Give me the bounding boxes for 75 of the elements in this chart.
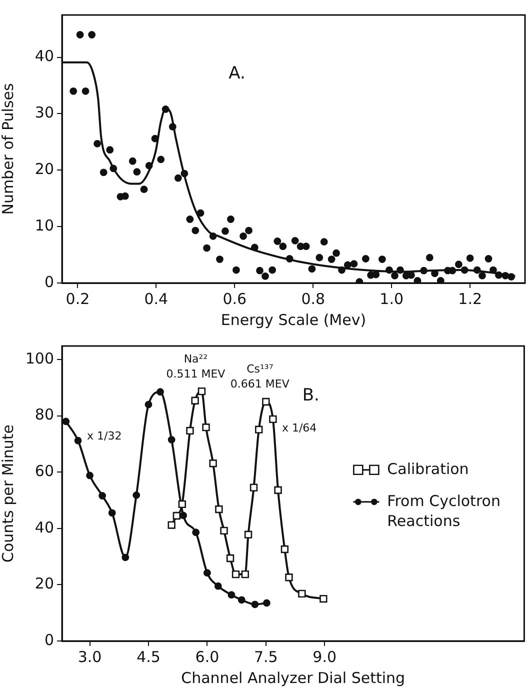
- y-tick-label: 0: [44, 272, 54, 291]
- point: [226, 554, 234, 562]
- x-axis-title: Channel Analyzer Dial Setting: [181, 668, 406, 687]
- y-tick-label: 40: [34, 518, 54, 536]
- point: [108, 509, 116, 517]
- point: [209, 460, 217, 468]
- y-tick-label: 30: [34, 104, 54, 122]
- point: [320, 594, 328, 603]
- point: [86, 472, 94, 480]
- point: [251, 600, 259, 608]
- point: [269, 415, 277, 424]
- point: [250, 484, 258, 492]
- annotation: B.: [302, 386, 320, 406]
- point: [156, 388, 164, 396]
- point: [255, 426, 263, 434]
- point: [215, 505, 223, 514]
- point: [228, 591, 236, 599]
- legend-label: From Cyclotron Reactions: [387, 492, 500, 530]
- x-axis-title: Energy Scale (Mev): [220, 310, 366, 329]
- point: [186, 426, 194, 435]
- point: [220, 526, 228, 534]
- x-tick-label: 6.0: [195, 648, 220, 666]
- x-tick-label: 9.0: [312, 648, 337, 666]
- point: [62, 418, 70, 426]
- x-tick-label: 1.2: [458, 290, 482, 308]
- x-tick-label: 7.5: [254, 648, 278, 666]
- y-tick-label: 10: [34, 216, 54, 234]
- point: [203, 569, 211, 577]
- y-tick-label: 20: [34, 574, 54, 593]
- x-tick-label: 0.8: [301, 290, 326, 308]
- x-tick-label: 0.4: [144, 290, 168, 308]
- point: [192, 528, 200, 536]
- y-tick-label: 0: [44, 630, 54, 649]
- annotation: x 1/64: [282, 422, 317, 435]
- point: [285, 574, 293, 582]
- point: [232, 570, 240, 578]
- point: [144, 400, 152, 408]
- point: [202, 424, 210, 432]
- point: [122, 554, 130, 562]
- point: [74, 436, 82, 444]
- x-tick-label: 4.5: [136, 648, 160, 666]
- point: [241, 570, 249, 578]
- point: [178, 500, 186, 508]
- x-tick-label: 0.6: [222, 290, 247, 308]
- point: [244, 530, 252, 538]
- annotation: A.: [228, 63, 246, 84]
- y-axis-title: Number of Pulses: [0, 83, 17, 215]
- point: [98, 492, 106, 500]
- point: [262, 599, 270, 607]
- point: [274, 486, 282, 494]
- point: [168, 436, 176, 444]
- annotation: x 1/32: [87, 429, 122, 442]
- point: [168, 521, 176, 529]
- y-axis-title: Counts per Minute: [0, 424, 17, 563]
- point: [214, 582, 222, 590]
- annotation: Na²² 0.511 MEV: [166, 352, 226, 380]
- annotation: Cs¹³⁷ 0.661 MEV: [230, 362, 290, 391]
- point: [172, 512, 180, 520]
- point: [298, 590, 306, 598]
- x-tick-label: 1.0: [380, 290, 404, 308]
- point: [198, 387, 206, 396]
- y-tick-label: 60: [34, 462, 54, 480]
- x-tick-label: 3.0: [78, 648, 102, 666]
- y-tick-label: 100: [25, 349, 54, 368]
- point: [280, 545, 289, 554]
- legend-label: Calibration: [387, 460, 469, 478]
- point: [180, 512, 188, 520]
- x-tick-label: 0.2: [66, 290, 90, 308]
- y-tick-label: 20: [34, 160, 54, 178]
- point: [262, 398, 270, 406]
- y-tick-label: 80: [34, 406, 54, 424]
- point: [132, 491, 140, 499]
- point: [238, 596, 246, 604]
- point: [191, 396, 199, 404]
- y-tick-label: 40: [34, 47, 54, 66]
